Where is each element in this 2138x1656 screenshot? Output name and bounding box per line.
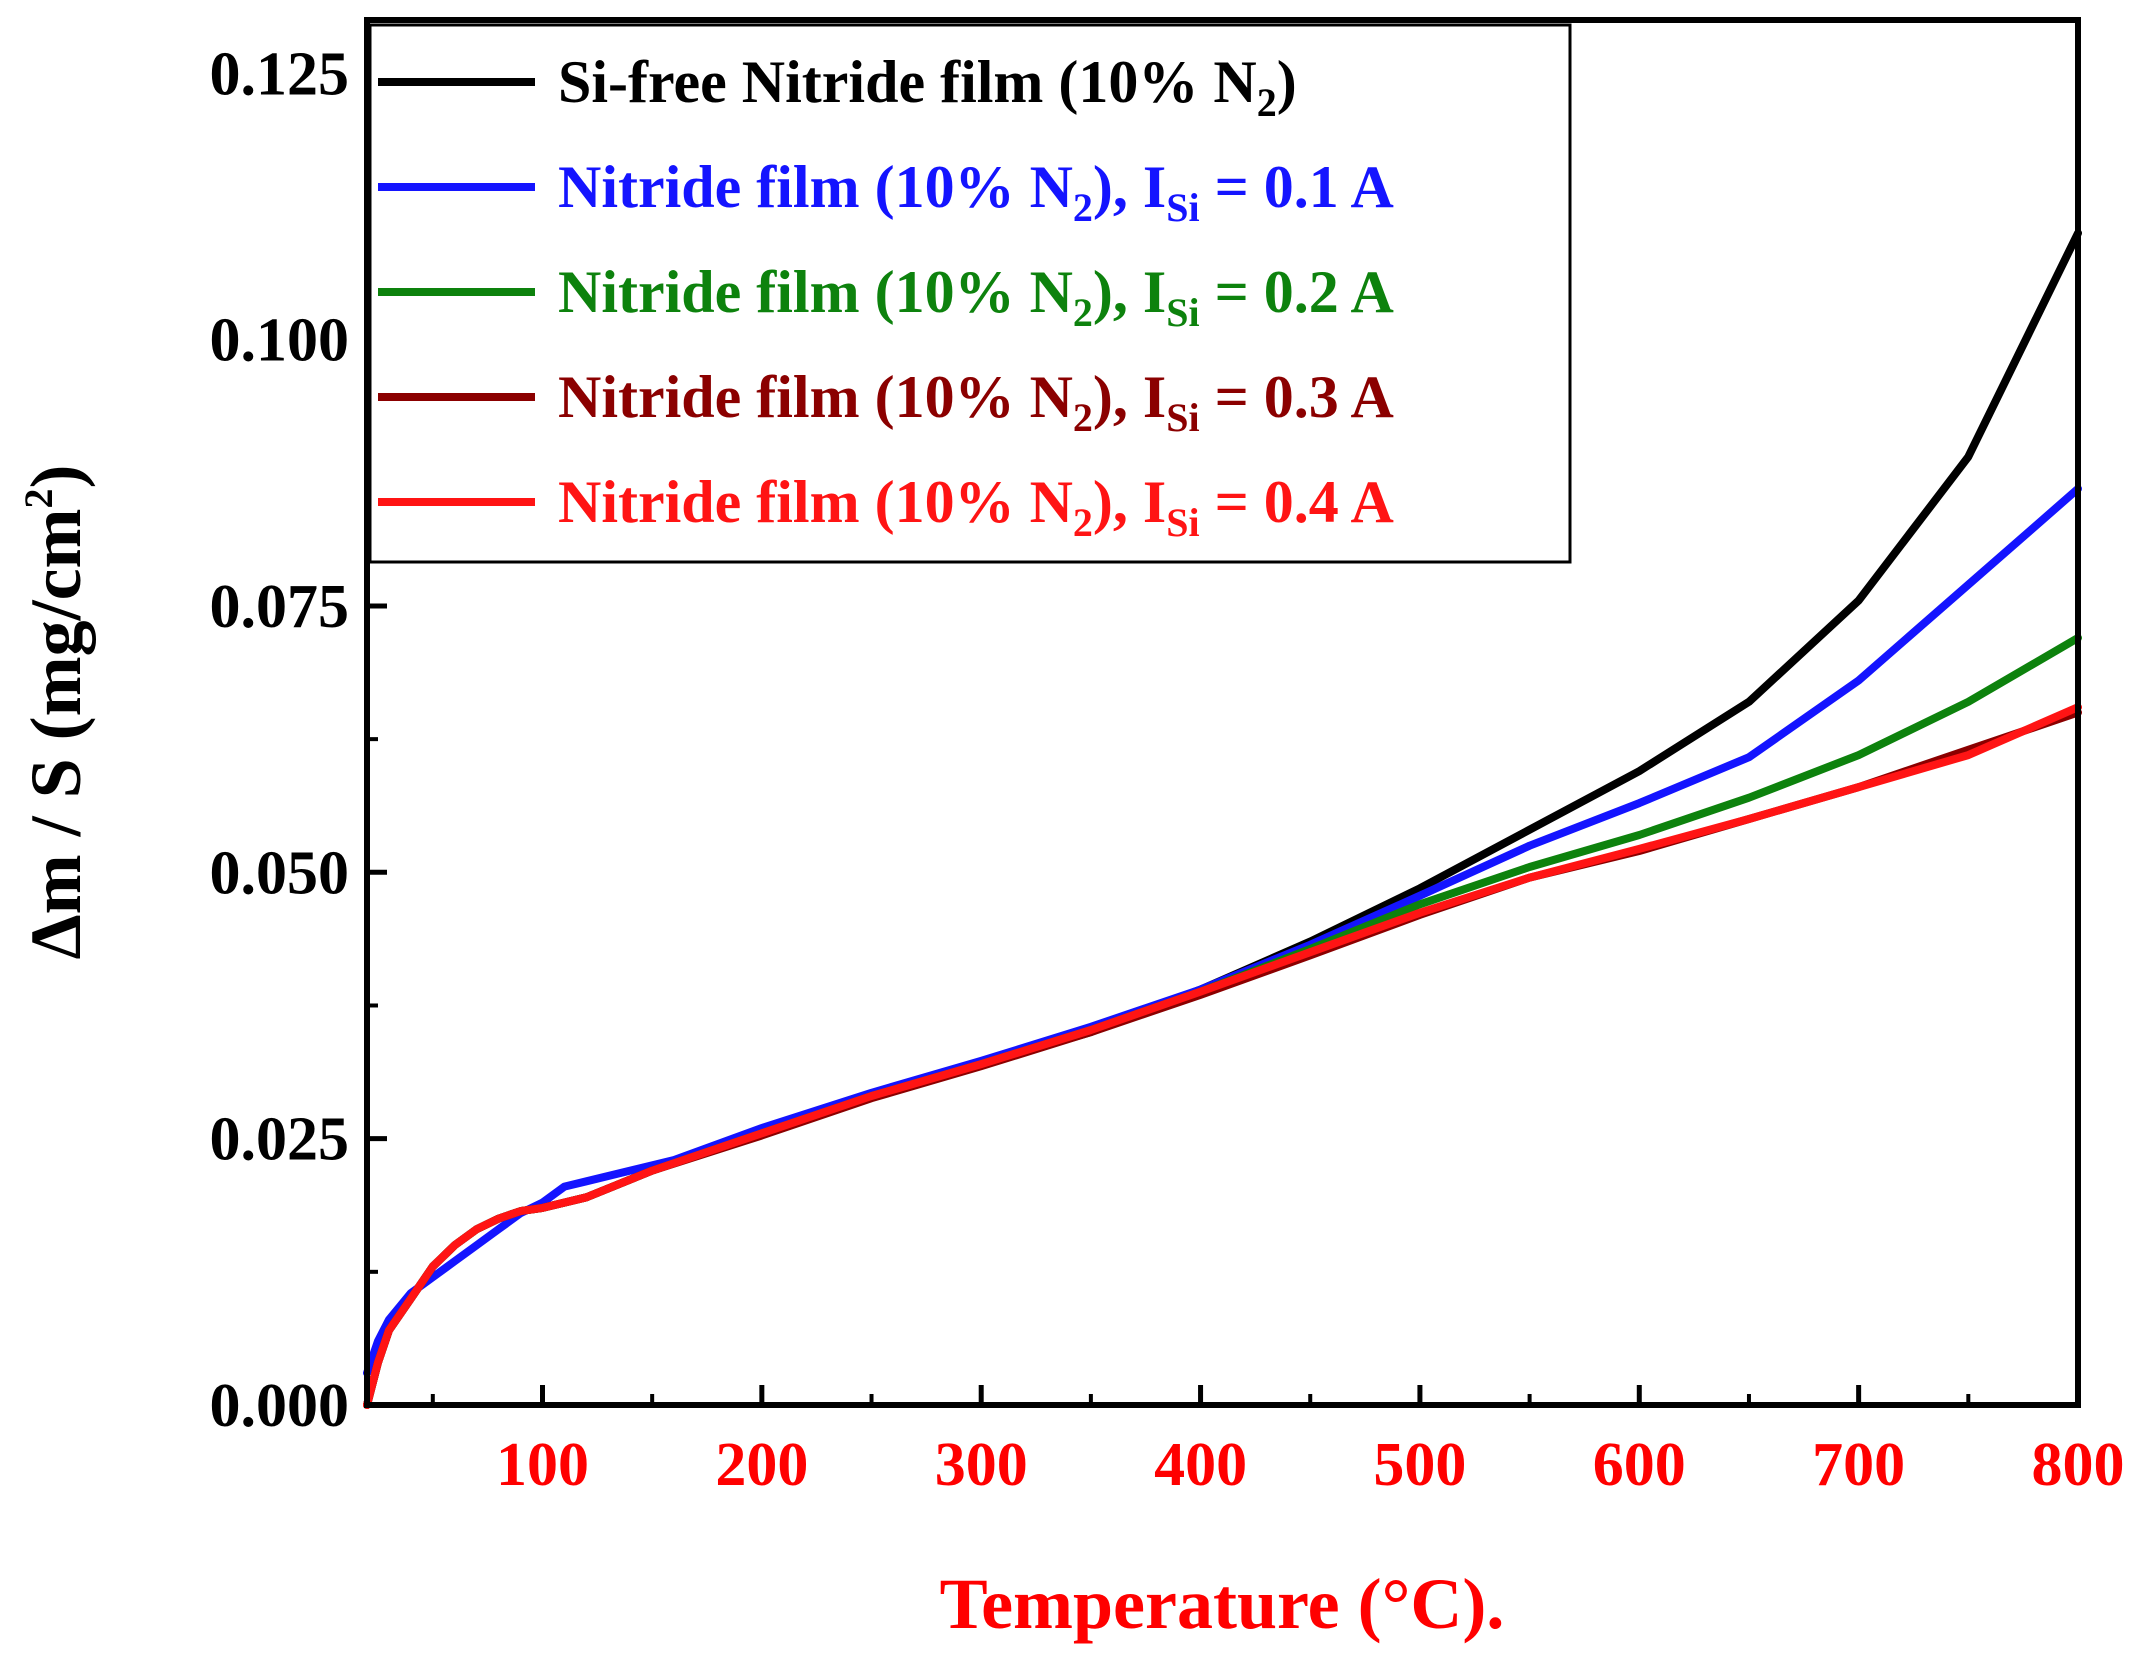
legend-box: [368, 23, 1572, 564]
legend-label-sub: Si: [1166, 290, 1199, 335]
legend-label-sub: 2: [1073, 185, 1093, 230]
x-axis-title: Temperature (°C).: [940, 1564, 1505, 1644]
y-axis-title-sup: 2: [16, 488, 61, 508]
legend-label-text: = 0.4 A: [1200, 469, 1394, 535]
legend-label-sub: Si: [1166, 395, 1199, 440]
plot-frame: [364, 17, 2081, 1408]
y-tick-label: 0.125: [210, 40, 350, 108]
legend-items: Si-free Nitride film (10% N2)Nitride fil…: [378, 49, 1394, 545]
legend-label-sub: Si: [1166, 500, 1199, 545]
series-line-2: [363, 633, 2082, 1409]
legend-label-text: ), I: [1093, 154, 1166, 220]
legend-label-text: Nitride film (10% N: [558, 154, 1073, 220]
legend-label-text: = 0.1 A: [1200, 154, 1394, 220]
legend-label-text: ), I: [1093, 259, 1166, 325]
legend-label-text: = 0.2 A: [1200, 259, 1394, 325]
legend-label-text: Nitride film (10% N: [558, 364, 1073, 430]
series-layer: [363, 229, 2082, 1409]
legend-label-sub: 2: [1257, 80, 1277, 125]
legend-label-2: Nitride film (10% N2), ISi = 0.2 A: [558, 259, 1394, 335]
y-tick-label: 0.025: [210, 1106, 350, 1174]
legend-label-text: Nitride film (10% N: [558, 469, 1073, 535]
y-tick-label: 0.075: [210, 573, 350, 641]
series-line-3: [363, 708, 2082, 1409]
x-tick-label: 100: [496, 1431, 589, 1499]
y-tick-label: 0.050: [210, 839, 350, 907]
x-tick-label: 400: [1154, 1431, 1247, 1499]
legend-label-sub: 2: [1073, 500, 1093, 545]
y-axis-title-end: ): [16, 464, 96, 488]
x-tick-label: 300: [935, 1431, 1028, 1499]
legend-label-sub: Si: [1166, 185, 1199, 230]
legend-label-0: Si-free Nitride film (10% N2): [558, 49, 1297, 125]
legend-label-3: Nitride film (10% N2), ISi = 0.3 A: [558, 364, 1394, 440]
ticks-layer: 100 200 300 400 500 600 700 800 0.000 0.025 0.050 0…: [210, 40, 2125, 1499]
legend-label-text: = 0.3 A: [1200, 364, 1394, 430]
legend-label-4: Nitride film (10% N2), ISi = 0.4 A: [558, 469, 1394, 545]
legend-label-sub: 2: [1073, 395, 1093, 440]
x-tick-label: 500: [1373, 1431, 1466, 1499]
y-axis-title: Δm / S (mg/cm2): [16, 464, 96, 959]
legend-label-sub: 2: [1073, 290, 1093, 335]
legend-label-text: Nitride film (10% N: [558, 259, 1073, 325]
legend-label-text: Si-free Nitride film (10% N: [558, 49, 1257, 115]
series-line-1: [363, 484, 2082, 1377]
y-tick-label: 0.000: [210, 1372, 350, 1440]
series-line-4: [363, 703, 2082, 1409]
x-tick-label: 700: [1812, 1431, 1905, 1499]
x-tick-label: 800: [2032, 1431, 2125, 1499]
x-tick-label: 600: [1593, 1431, 1686, 1499]
legend-label-text: ): [1277, 49, 1297, 115]
legend-label-text: ), I: [1093, 469, 1166, 535]
legend: Si-free Nitride film (10% N2)Nitride fil…: [368, 23, 1572, 564]
legend-label-text: ), I: [1093, 364, 1166, 430]
y-tick-label: 0.100: [210, 307, 350, 375]
x-tick-label: 200: [715, 1431, 808, 1499]
y-axis-title-main: Δm / S (mg/cm: [16, 508, 96, 959]
legend-label-1: Nitride film (10% N2), ISi = 0.1 A: [558, 154, 1394, 230]
